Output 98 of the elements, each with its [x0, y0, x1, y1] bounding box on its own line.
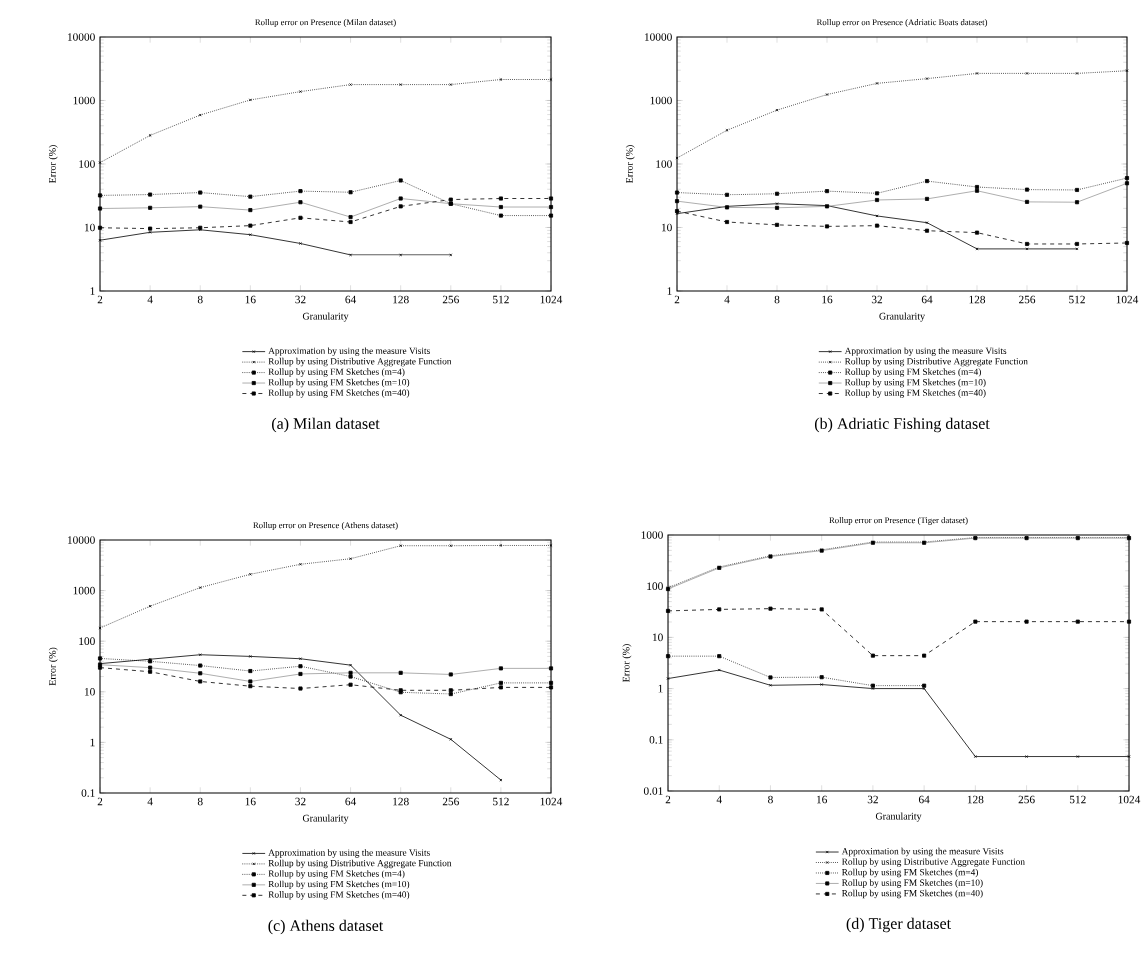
- y-tick-label: 1: [90, 287, 95, 295]
- y-tick-label: 1: [667, 287, 672, 295]
- x-tick-label: 64: [345, 797, 357, 806]
- x-axis-title: Granularity: [302, 312, 349, 322]
- y-tick-label: 10: [84, 687, 95, 696]
- x-tick-label: 256: [442, 295, 459, 304]
- y-tick-label: 10: [84, 223, 95, 232]
- chart-title: Rollup error on Presence (Tiger dataset): [829, 517, 968, 525]
- y-tick-label: 10000: [67, 33, 95, 41]
- legend-label: Rollup by using FM Sketches (m=40): [268, 389, 410, 398]
- x-axis-title: Granularity: [879, 312, 926, 322]
- x-tick-label: 2: [97, 797, 103, 806]
- x-tick-label: 8: [768, 795, 773, 804]
- y-tick-label: 100: [79, 637, 95, 645]
- x-tick-label: 1024: [540, 797, 563, 806]
- y-tick-label: 100: [79, 160, 95, 168]
- legend-label: Rollup by using FM Sketches (m=10): [268, 378, 410, 388]
- x-axis-title: Granularity: [875, 812, 922, 822]
- text: (b) Adriatic Fishing dataset: [814, 417, 990, 433]
- y-axis-title: Error (%): [48, 647, 58, 686]
- y-tick-label: 1000: [73, 586, 95, 595]
- legend-label: Approximation by using the measure Visits: [268, 849, 430, 858]
- chart-title: Rollup error on Presence (Athens dataset): [253, 522, 398, 530]
- legend-label: Rollup by using FM Sketches (m=40): [268, 891, 410, 900]
- x-tick-label: 32: [867, 795, 878, 804]
- x-tick-label: 256: [1018, 795, 1035, 804]
- x-tick-label: 128: [969, 295, 986, 304]
- x-tick-label: 2: [674, 295, 680, 304]
- x-tick-label: 8: [197, 797, 203, 806]
- y-axis-title: Error (%): [625, 145, 635, 183]
- x-tick-label: 512: [1069, 295, 1085, 304]
- legend-label: Approximation by using the measure Visits: [268, 347, 430, 356]
- x-tick-label: 4: [724, 295, 730, 304]
- legend-label: Rollup by using FM Sketches (m=4): [844, 368, 981, 377]
- legend-label: Rollup by using FM Sketches (m=10): [841, 879, 983, 888]
- y-tick-label: 0.1: [81, 789, 95, 797]
- text: (c) Athens dataset: [268, 919, 384, 935]
- x-tick-label: 4: [147, 295, 153, 304]
- x-tick-label: 512: [493, 797, 509, 806]
- y-tick-label: 1000: [641, 531, 663, 539]
- y-tick-label: 10000: [67, 536, 95, 544]
- legend-label: Rollup by using FM Sketches (m=40): [841, 889, 983, 899]
- x-tick-label: 128: [967, 795, 984, 804]
- x-tick-label: 8: [197, 295, 203, 304]
- x-tick-label: 2: [665, 795, 671, 804]
- x-tick-label: 256: [442, 797, 459, 806]
- y-tick-label: 1000: [650, 96, 672, 105]
- y-tick-label: 1: [90, 738, 95, 747]
- x-tick-label: 1024: [1116, 295, 1139, 304]
- y-axis-title: Error (%): [622, 644, 632, 682]
- y-tick-label: 10: [661, 223, 672, 232]
- x-tick-label: 8: [774, 295, 780, 304]
- x-tick-label: 256: [1019, 295, 1036, 304]
- legend-label: Approximation by using the measure Visits: [844, 347, 1007, 356]
- y-tick-label: 100: [647, 582, 663, 590]
- x-tick-label: 16: [817, 795, 828, 804]
- chart-title: Rollup error on Presence (Adriatic Boats dataset): [816, 19, 988, 27]
- legend-label: Rollup by using Distributive Aggregate Function: [844, 357, 1028, 367]
- x-tick-label: 32: [295, 797, 306, 806]
- legend-label: Rollup by using FM Sketches (m=4): [268, 368, 405, 377]
- y-tick-label: 1: [658, 684, 663, 693]
- text: (d) Tiger dataset: [846, 917, 951, 933]
- x-tick-label: 4: [147, 797, 153, 806]
- x-tick-label: 32: [871, 295, 883, 304]
- legend-label: Rollup by using FM Sketches (m=4): [268, 870, 405, 879]
- legend-label: Rollup by using Distributive Aggregate Function: [841, 858, 1025, 867]
- x-tick-label: 64: [921, 295, 933, 304]
- x-tick-label: 16: [245, 295, 256, 304]
- chart-title: Rollup error on Presence (Milan dataset): [255, 19, 396, 27]
- y-axis-title: Error (%): [48, 145, 58, 183]
- legend-label: Rollup by using FM Sketches (m=4): [841, 868, 979, 878]
- legend-label: Approximation by using the measure Visits: [841, 847, 1004, 857]
- y-tick-label: 0.01: [643, 787, 663, 795]
- legend-label: Rollup by using Distributive Aggregate Function: [268, 859, 452, 869]
- legend-label: Rollup by using Distributive Aggregate Function: [268, 357, 452, 367]
- x-tick-label: 32: [295, 295, 306, 304]
- x-tick-label: 4: [716, 795, 722, 804]
- x-tick-label: 128: [393, 797, 409, 806]
- legend-label: Rollup by using FM Sketches (m=10): [844, 378, 986, 388]
- legend-label: Rollup by using FM Sketches (m=10): [268, 880, 410, 890]
- x-tick-label: 1024: [540, 295, 563, 304]
- y-tick-label: 0.1: [649, 735, 663, 744]
- x-tick-label: 512: [493, 295, 509, 304]
- y-tick-label: 1000: [73, 96, 95, 105]
- y-tick-label: 10000: [644, 33, 672, 41]
- x-tick-label: 64: [918, 795, 930, 804]
- x-axis-title: Granularity: [302, 814, 349, 824]
- y-tick-label: 100: [656, 160, 672, 168]
- text: (a) Milan dataset: [272, 417, 380, 433]
- x-tick-label: 128: [393, 295, 409, 304]
- x-tick-label: 16: [822, 295, 833, 304]
- x-tick-label: 512: [1069, 795, 1086, 804]
- y-tick-label: 10: [652, 633, 663, 642]
- legend-label: Rollup by using FM Sketches (m=40): [844, 389, 986, 398]
- x-tick-label: 2: [97, 295, 103, 304]
- x-tick-label: 16: [245, 797, 256, 806]
- x-tick-label: 1024: [1118, 795, 1141, 804]
- x-tick-label: 64: [345, 295, 357, 304]
